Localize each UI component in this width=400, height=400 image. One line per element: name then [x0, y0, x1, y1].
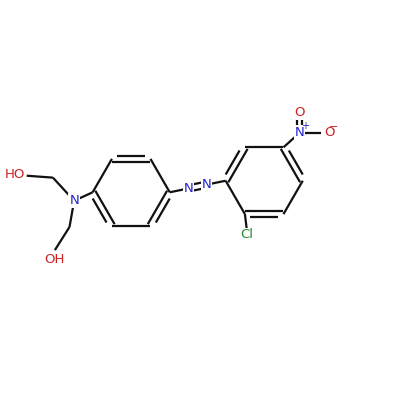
Text: N: N — [202, 178, 212, 191]
Text: N: N — [184, 182, 194, 195]
Text: Cl: Cl — [240, 228, 253, 242]
Text: O: O — [294, 106, 305, 119]
Text: N: N — [69, 194, 79, 207]
Text: OH: OH — [45, 253, 65, 266]
Text: −: − — [329, 122, 338, 132]
Text: N: N — [295, 126, 304, 139]
Text: +: + — [301, 121, 309, 131]
Text: O: O — [324, 126, 334, 139]
Text: HO: HO — [4, 168, 25, 181]
